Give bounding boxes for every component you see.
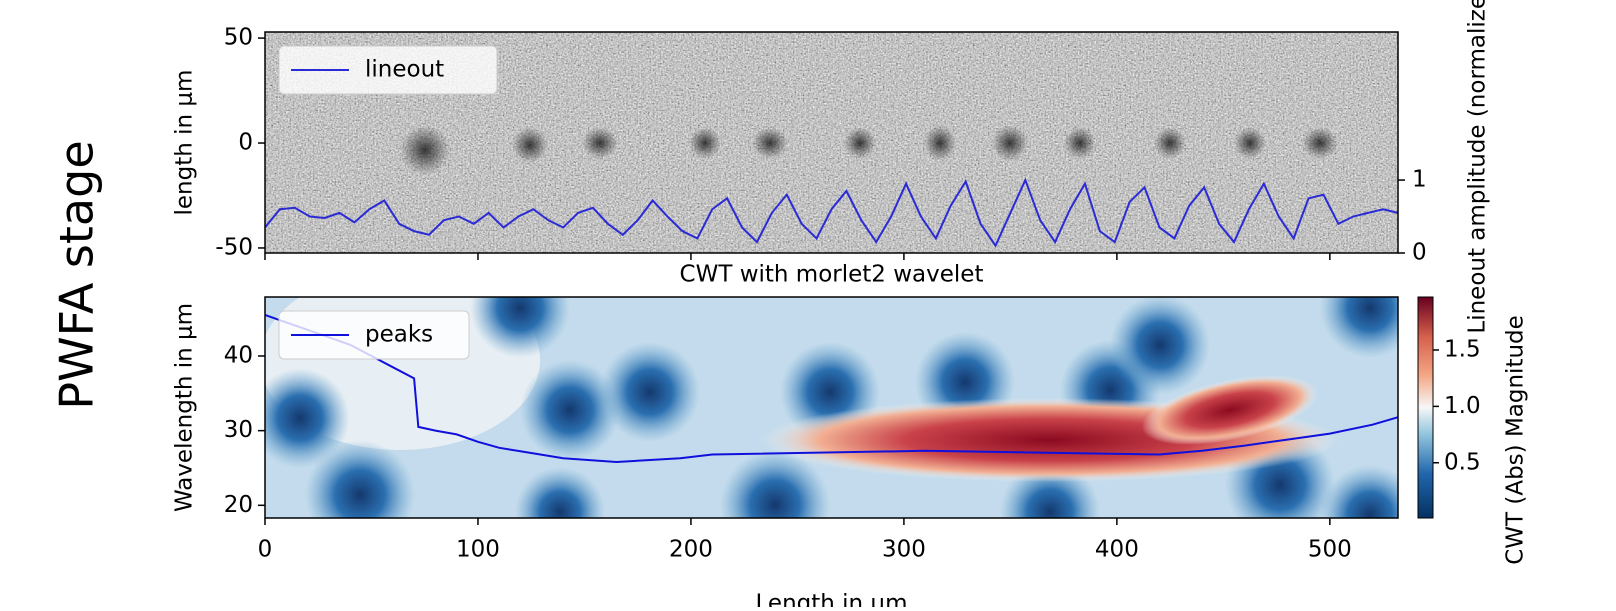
legend-label: peaks [365,322,433,348]
y-tick-label: 0 [238,130,253,156]
chart-title: CWT with morlet2 wavelet [680,262,984,288]
colorbar-tick-label: 1.0 [1444,393,1481,419]
y-tick-label: -50 [215,234,253,260]
x-tick-label: 500 [1308,537,1352,563]
plot-frame [264,296,1399,519]
heatmap-background [265,297,1398,518]
y-tick-label: 20 [224,492,253,518]
x-axis-label: Length in μm [756,591,908,608]
x-tick-label: 100 [456,537,500,563]
legend-box [278,45,498,95]
colorbar-tick-label: 0.5 [1444,449,1481,475]
colorbar-tick-label: 1.5 [1444,336,1481,362]
legend-box [278,310,470,360]
colorbar [1418,297,1433,518]
y-tick-label: 50 [224,25,253,51]
y-axis-label: Wavelength in μm [172,303,198,512]
y-tick-label: 30 [224,417,253,443]
side-label: PWFA stage [50,140,104,409]
x-tick-label: 0 [258,537,273,563]
x-tick-label: 200 [669,537,713,563]
x-tick-label: 300 [882,537,926,563]
y-axis-label: length in μm [172,70,198,216]
y-tick-label: 40 [224,342,253,368]
x-tick-label: 400 [1095,537,1139,563]
y2-axis-label: Lineout amplitude (normalized) [1465,0,1491,334]
legend-label: lineout [365,57,444,83]
y2-tick-label: 0 [1412,240,1427,266]
colorbar-frame [1417,296,1434,519]
y2-tick-label: 1 [1412,167,1427,193]
colorbar-label: CWT (Abs) Magnitude [1503,315,1529,565]
data-line [265,177,1398,248]
